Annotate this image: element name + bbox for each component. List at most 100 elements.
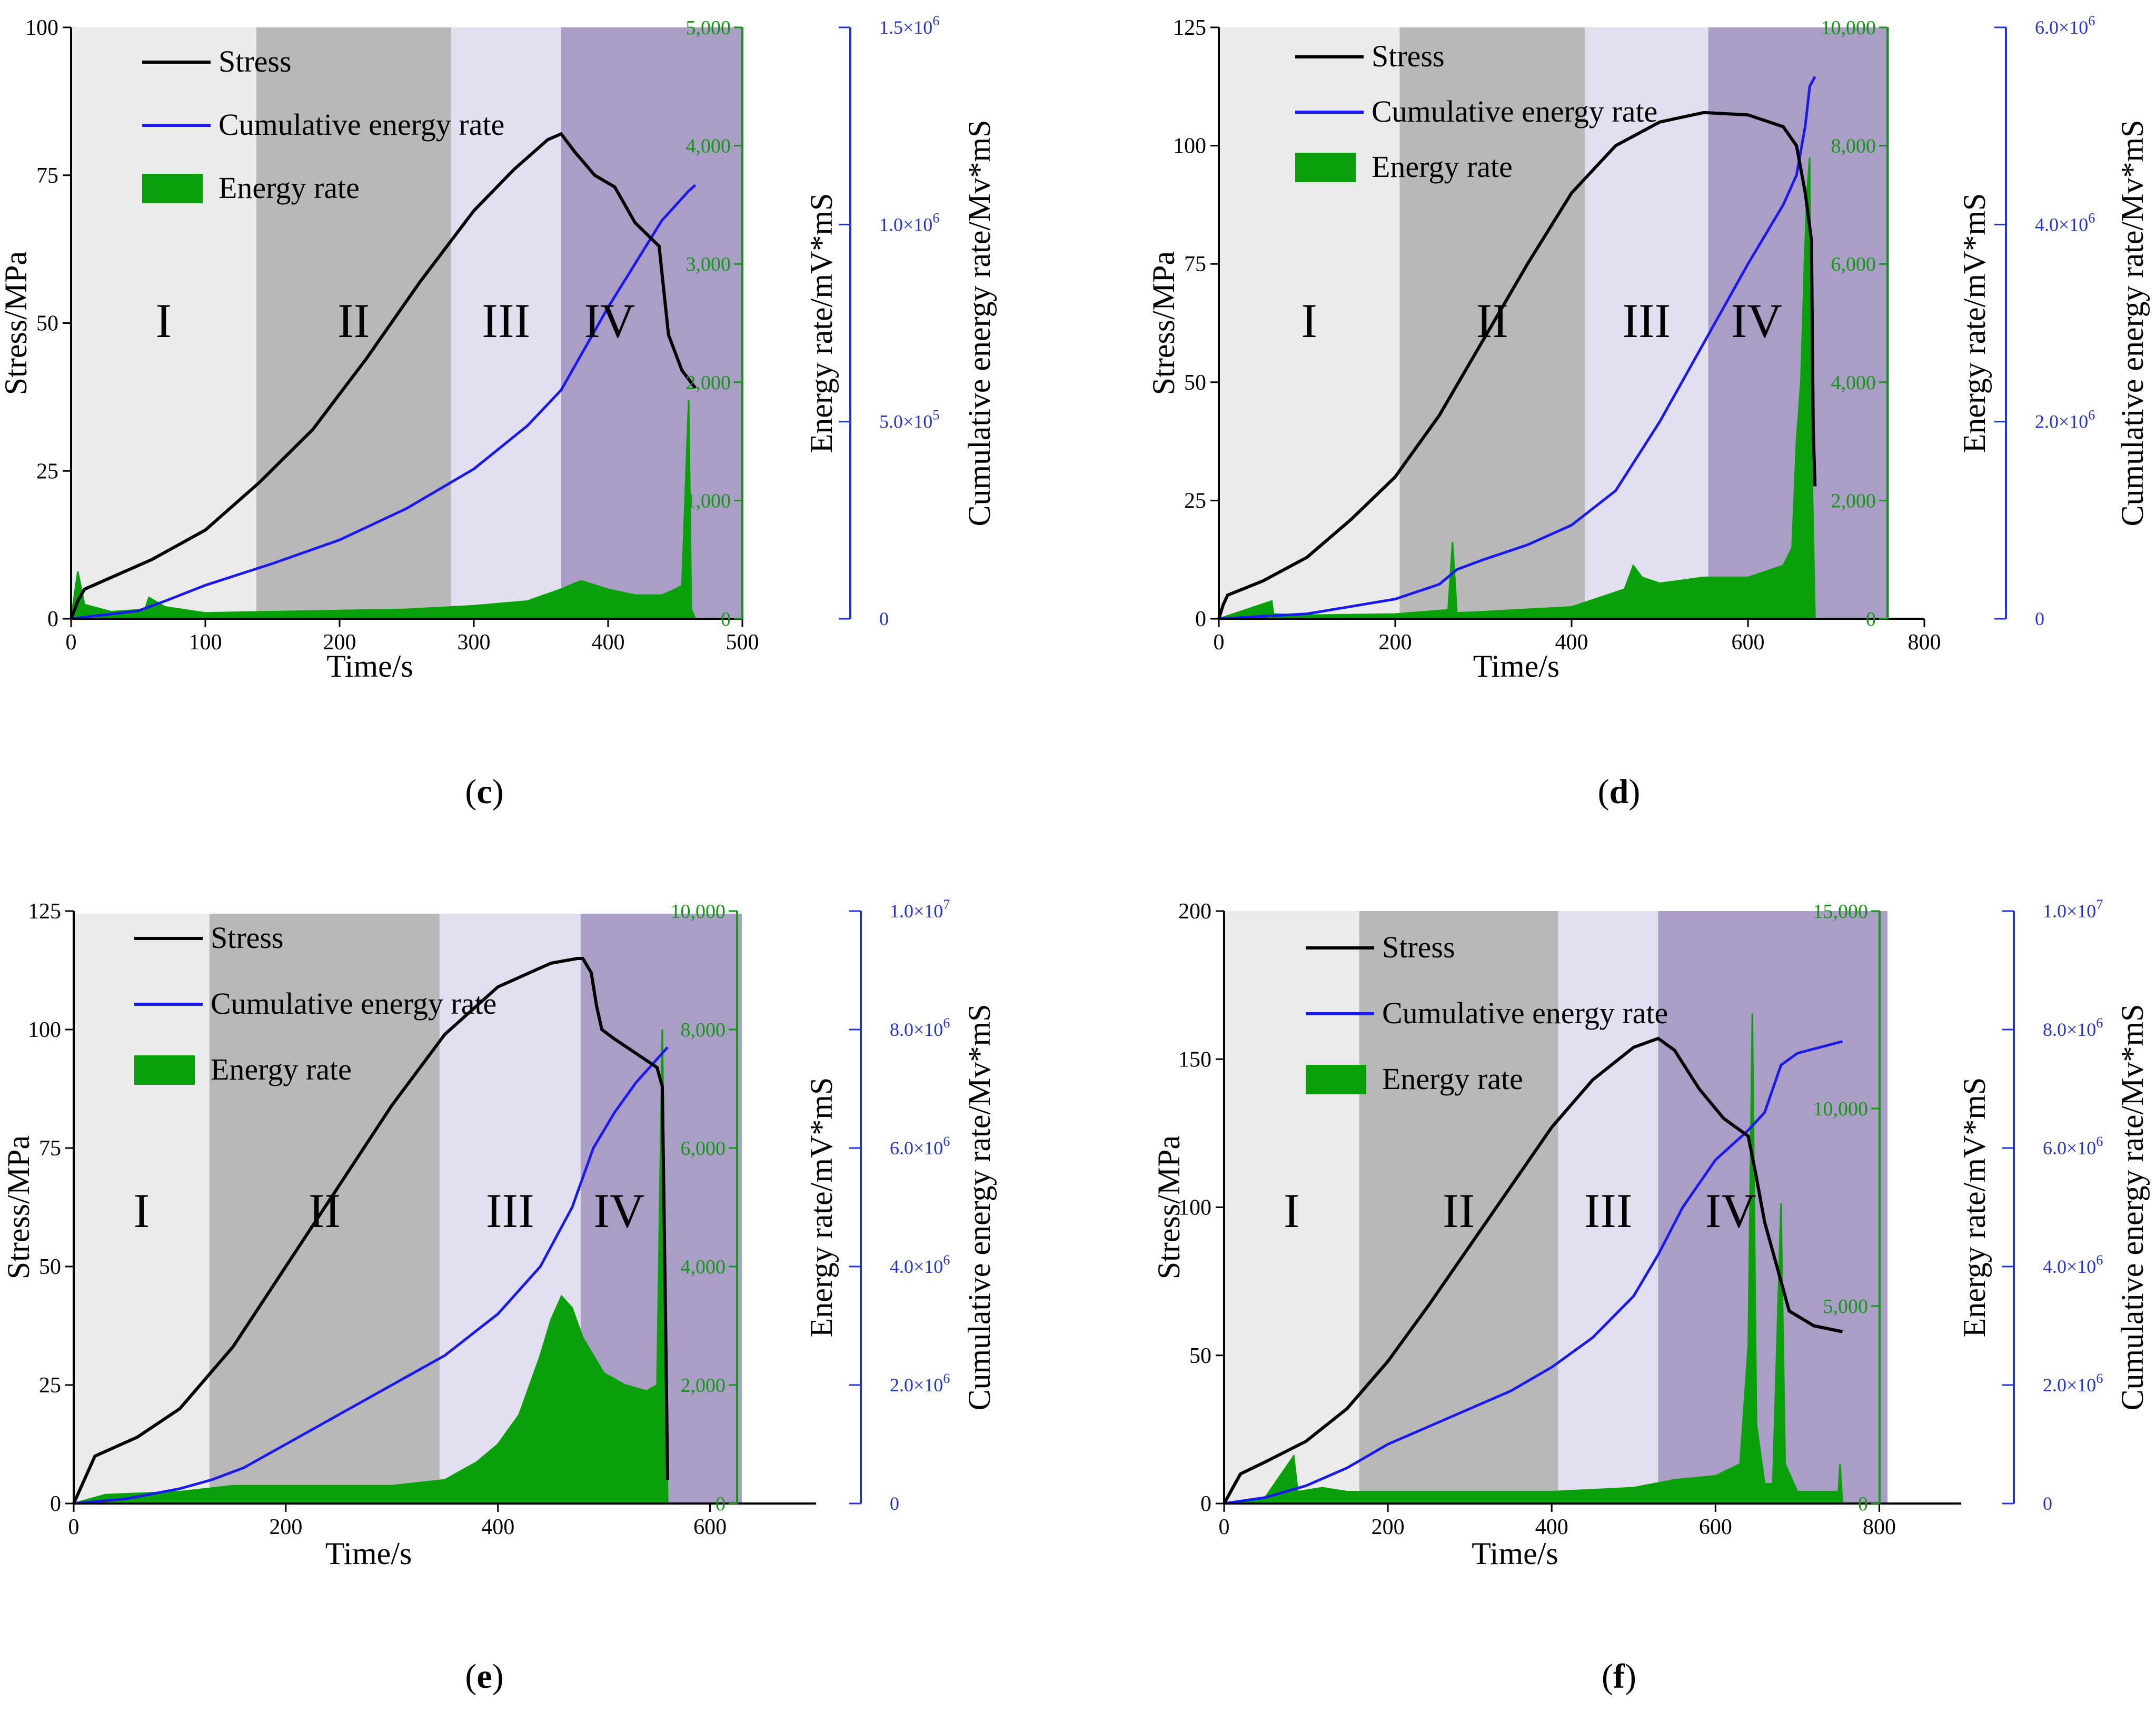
y3-tick-exponent: 5: [932, 408, 939, 423]
legend-swatch: [134, 1055, 195, 1085]
legend-label: Stress: [211, 921, 284, 955]
y-tick-label: 100: [28, 1018, 61, 1042]
y-tick-label: 50: [36, 312, 58, 336]
panel-caption: (e): [465, 1657, 503, 1696]
caption-paren-open: (: [465, 1657, 476, 1696]
y-tick-label: 50: [1189, 1344, 1211, 1368]
legend-label: Stress: [1382, 930, 1455, 964]
stage-band-III: [1585, 27, 1708, 619]
y2-tick-label: 10,000: [1813, 1098, 1869, 1120]
stage-band-IV: [1658, 911, 1887, 1504]
legend-label: Cumulative energy rate: [218, 107, 504, 142]
caption-paren-open: (: [1602, 1657, 1613, 1696]
stage-label-I: I: [134, 1184, 150, 1238]
y3-tick-label: 8.0×106: [890, 1015, 950, 1040]
y-tick-label: 75: [39, 1136, 61, 1161]
x-axis-title: Time/s: [325, 1536, 412, 1571]
panel-caption: (f): [1602, 1657, 1636, 1696]
stage-band-I: [1224, 911, 1359, 1504]
y3-tick-mantissa: 1.0×10: [879, 214, 932, 235]
y3-tick-exponent: 6: [2096, 1134, 2103, 1149]
stage-label-I: I: [1284, 1184, 1300, 1238]
x-tick-label: 400: [592, 630, 625, 655]
y3-tick-label: 0: [879, 608, 889, 629]
y3-tick-mantissa: 0: [890, 1493, 899, 1514]
legend-label: Energy rate: [218, 171, 360, 205]
cumulative-energy-series: [73, 1046, 669, 1505]
stage-label-III: III: [1584, 1184, 1633, 1238]
stage-label-II: II: [1476, 294, 1508, 348]
stage-band-I: [74, 914, 210, 1504]
y2-tick-label: 4,000: [681, 1256, 726, 1278]
y3-tick-label: 2.0×106: [890, 1371, 950, 1396]
y2-tick-label: 2,000: [1831, 490, 1876, 512]
y3-tick-exponent: 6: [943, 1371, 950, 1386]
y3-tick-exponent: 6: [2096, 1015, 2103, 1031]
y3-tick-exponent: 6: [943, 1015, 950, 1031]
y2-tick-label: 3,000: [686, 253, 731, 275]
y3-tick-mantissa: 0: [2035, 608, 2044, 629]
x-tick-label: 300: [458, 630, 491, 655]
y3-tick-label: 1.0×107: [2043, 897, 2103, 922]
chart-legend: Stress Cumulative energy rate Energy rate: [142, 44, 504, 205]
caption-paren-close: ): [1628, 773, 1640, 811]
x-tick-label: 0: [66, 630, 77, 655]
y2-tick-label: 2,000: [686, 372, 731, 394]
legend-swatch: [142, 174, 203, 203]
x-tick-label: 600: [1699, 1515, 1732, 1539]
y-tick-label: 200: [1178, 899, 1211, 924]
legend-label: Energy rate: [1372, 150, 1513, 184]
y3-axis-title: Cumulative energy rate/Mv*mS: [962, 1004, 997, 1410]
stress-series: [1217, 111, 1817, 619]
energy-rate-series: [73, 1029, 669, 1505]
y2-tick-label: 0: [721, 608, 731, 630]
y-axis-title: Stress/MPa: [1151, 1135, 1186, 1279]
y2-tick-label: 2,000: [681, 1374, 726, 1397]
y3-axis-title: Cumulative energy rate/Mv*mS: [962, 120, 997, 526]
stage-band-IV: [561, 27, 742, 619]
stage-label-IV: IV: [1705, 1184, 1756, 1238]
y3-tick-label: 4.0×106: [2043, 1252, 2103, 1277]
stage-label-II: II: [309, 1184, 341, 1238]
stage-label-IV: IV: [593, 1184, 644, 1238]
y-tick-label: 100: [1173, 134, 1206, 159]
stage-label-I: I: [1301, 294, 1317, 348]
stage-label-III: III: [482, 294, 530, 348]
stage-label-III: III: [486, 1184, 534, 1238]
x-tick-label: 200: [323, 630, 356, 655]
caption-letter: e: [476, 1657, 492, 1696]
x-tick-label: 500: [726, 630, 759, 655]
x-tick-label: 400: [1555, 630, 1588, 655]
y2-tick-label: 10,000: [671, 901, 726, 923]
legend-swatch: [1295, 153, 1356, 182]
y3-axis-title: Cumulative energy rate/Mv*mS: [2115, 1004, 2150, 1410]
y3-tick-mantissa: 2.0×10: [2035, 411, 2088, 432]
legend-label: Stress: [218, 44, 292, 78]
y-tick-label: 25: [39, 1373, 61, 1398]
y3-tick-label: 0: [2043, 1493, 2052, 1514]
y-axis-title: Stress/MPa: [0, 251, 33, 395]
x-tick-label: 0: [68, 1515, 80, 1539]
y3-tick-exponent: 6: [2088, 210, 2095, 225]
panel-caption: (c): [465, 773, 503, 811]
y-tick-label: 75: [36, 164, 58, 188]
y-tick-label: 125: [28, 899, 61, 924]
y2-axis-title: Energy rate/mV*mS: [1957, 193, 1992, 453]
y-tick-label: 125: [1173, 16, 1206, 40]
y2-tick-label: 4,000: [1831, 372, 1876, 394]
cumulative-energy-series: [1224, 1040, 1843, 1505]
stage-band-I: [1219, 27, 1400, 619]
y2-axis-title: Energy rate/mV*mS: [1957, 1077, 1992, 1338]
y3-tick-exponent: 6: [2088, 408, 2095, 423]
x-axis-title: Time/s: [1473, 649, 1560, 684]
x-tick-label: 200: [269, 1515, 302, 1539]
y3-tick-label: 4.0×106: [890, 1252, 950, 1277]
y3-tick-exponent: 7: [943, 897, 950, 912]
stress-series: [69, 132, 697, 620]
y3-tick-label: 6.0×106: [2043, 1134, 2103, 1159]
x-tick-label: 0: [1219, 1515, 1230, 1539]
y3-tick-mantissa: 6.0×10: [2043, 1138, 2096, 1159]
